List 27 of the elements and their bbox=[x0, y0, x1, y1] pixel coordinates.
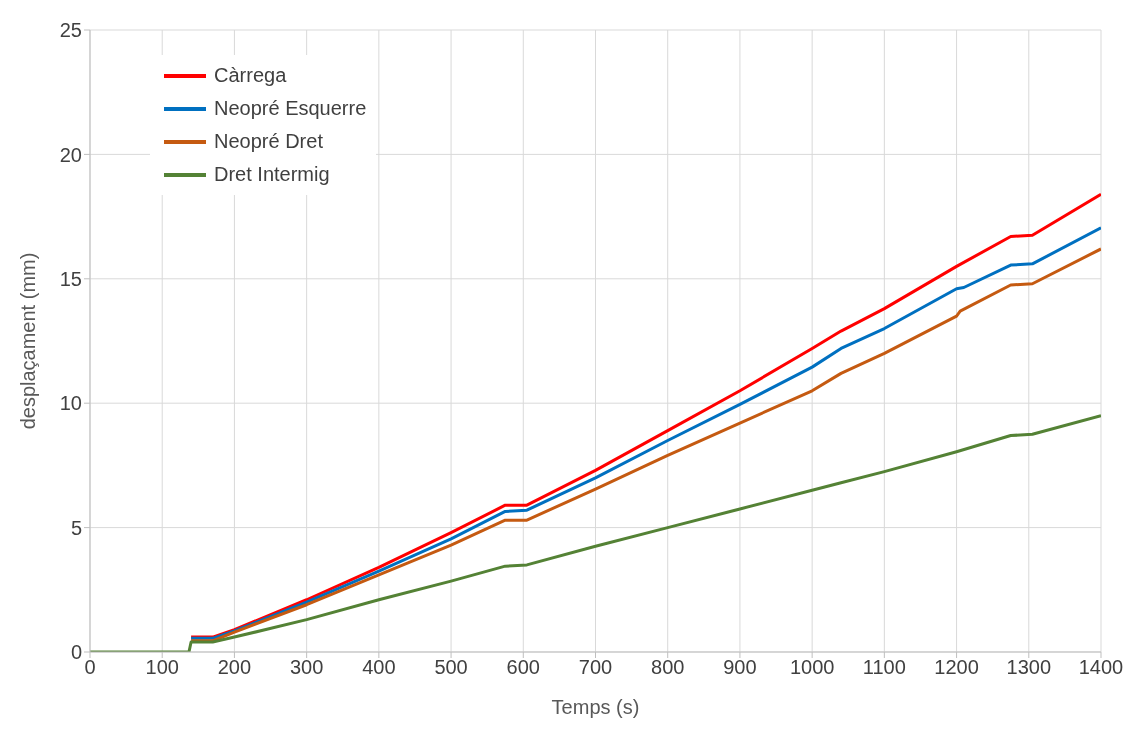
y-tick-label: 5 bbox=[70, 516, 82, 539]
x-tick-label: 200 bbox=[217, 656, 252, 679]
legend-label: Dret Intermig bbox=[214, 162, 330, 187]
legend-label: Neopré Dret bbox=[214, 129, 323, 154]
x-tick-label: 1100 bbox=[862, 656, 906, 679]
x-tick-label: 300 bbox=[289, 656, 324, 679]
x-tick-label: 400 bbox=[362, 656, 396, 679]
x-tick-label: 1000 bbox=[789, 656, 835, 679]
y-tick-label: 20 bbox=[59, 143, 82, 166]
x-tick-label: 800 bbox=[651, 656, 685, 679]
legend-label: Neopré Esquerre bbox=[214, 96, 367, 121]
x-tick-label: 1400 bbox=[1078, 656, 1124, 679]
x-tick-label: 0 bbox=[84, 656, 96, 679]
x-tick-label: 600 bbox=[506, 656, 540, 679]
legend-label: Càrrega bbox=[214, 63, 287, 88]
x-tick-label: 900 bbox=[723, 656, 757, 679]
x-tick-label: 700 bbox=[578, 656, 613, 679]
y-axis-title: desplaçament (mm) bbox=[17, 252, 40, 430]
x-tick-label: 1300 bbox=[1006, 656, 1052, 679]
y-tick-label: 25 bbox=[59, 19, 82, 42]
y-tick-label: 10 bbox=[59, 392, 82, 415]
x-tick-label: 1200 bbox=[934, 656, 979, 679]
x-axis-title: Temps (s) bbox=[551, 696, 640, 718]
x-tick-label: 100 bbox=[145, 656, 179, 679]
x-tick-label: 500 bbox=[434, 656, 468, 679]
y-tick-label: 0 bbox=[70, 641, 82, 664]
y-tick-label: 15 bbox=[59, 267, 82, 290]
